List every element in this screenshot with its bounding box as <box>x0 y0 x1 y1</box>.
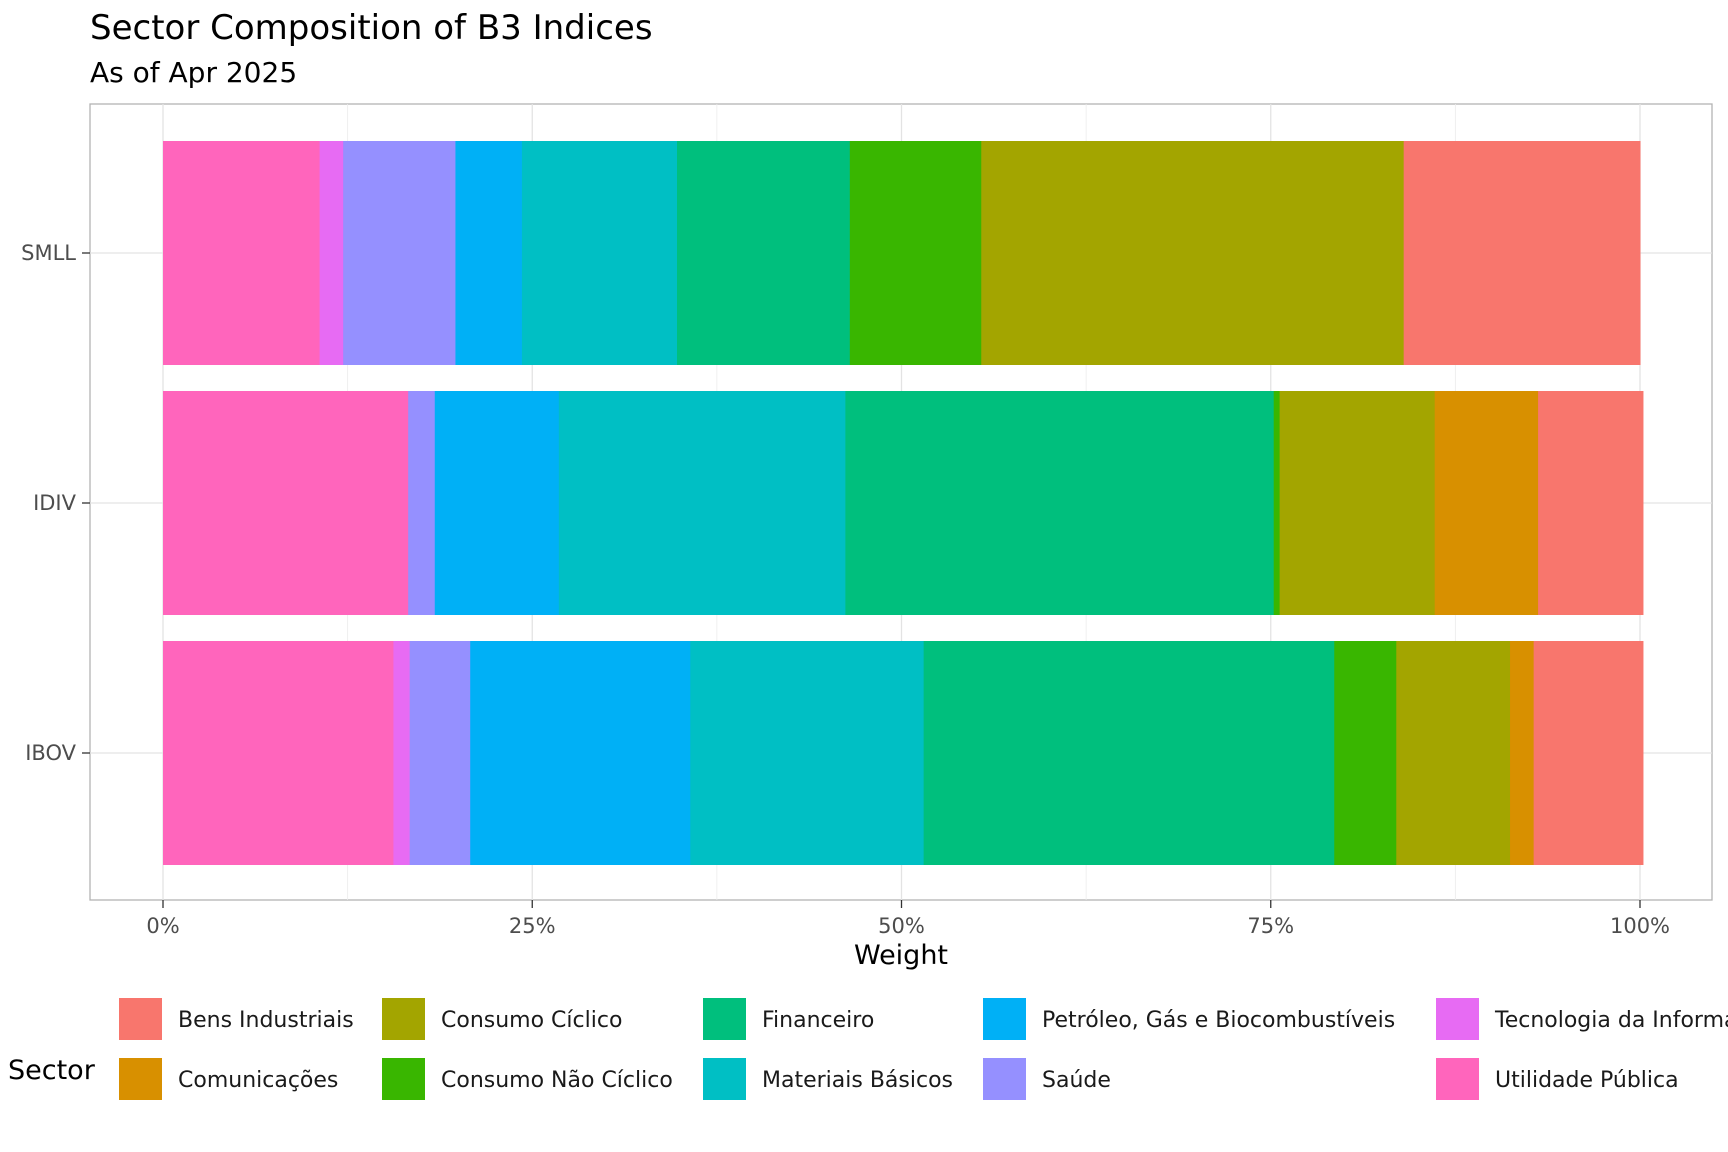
legend-label-materiais-basicos: Materiais Básicos <box>762 1068 953 1093</box>
bar-idiv-saude <box>408 391 436 615</box>
legend-label-financeiro: Financeiro <box>762 1008 874 1033</box>
legend-key-saude <box>983 1058 1026 1100</box>
legend-label-comunicacoes: Comunicações <box>178 1068 338 1093</box>
legend-key-consumo-ciclico <box>382 998 425 1040</box>
y-tick-label: SMLL <box>21 241 76 265</box>
legend-key-bens-industriais <box>119 998 162 1040</box>
legend-key-materiais-basicos <box>703 1058 746 1100</box>
legend-title: Sector <box>8 1055 96 1086</box>
bar-smll-utilidade-publica <box>163 141 321 365</box>
legend-label-bens-industriais: Bens Industriais <box>178 1008 354 1033</box>
bar-smll-consumo-ciclico <box>981 141 1405 365</box>
legend-label-consumo-nao-ciclico: Consumo Não Cíclico <box>441 1068 673 1093</box>
bar-smll-petroleo-gas-e-biocombustiveis <box>455 141 523 365</box>
y-tick-label: IDIV <box>33 491 77 515</box>
bar-smll-consumo-nao-ciclico <box>849 141 982 365</box>
bar-ibov-financeiro <box>923 641 1335 865</box>
bar-smll-financeiro <box>676 141 851 365</box>
legend-label-saude: Saúde <box>1042 1068 1111 1093</box>
bar-idiv-bens-industriais <box>1538 391 1644 615</box>
legend-label-utilidade-publica: Utilidade Pública <box>1495 1068 1679 1093</box>
bar-ibov-saude <box>409 641 471 865</box>
bar-idiv-consumo-ciclico <box>1279 391 1436 615</box>
y-tick-label: IBOV <box>25 741 76 765</box>
x-axis-title: Weight <box>854 940 948 971</box>
bar-ibov-utilidade-publica <box>163 641 394 865</box>
x-tick-label: 100% <box>1610 914 1670 938</box>
legend-key-comunicacoes <box>119 1058 162 1100</box>
bar-idiv-financeiro <box>845 391 1275 615</box>
bar-ibov-consumo-ciclico <box>1396 641 1511 865</box>
bar-idiv-utilidade-publica <box>163 391 409 615</box>
bar-ibov-tecnologia-da-informacao <box>393 641 411 865</box>
legend-key-consumo-nao-ciclico <box>382 1058 425 1100</box>
bar-smll-tecnologia-da-informacao <box>319 141 344 365</box>
x-tick-label: 75% <box>1247 914 1294 938</box>
bar-ibov-comunicacoes <box>1510 641 1535 865</box>
x-tick-label: 25% <box>509 914 556 938</box>
legend-key-utilidade-publica <box>1436 1058 1479 1100</box>
bar-idiv-materiais-basicos <box>558 391 846 615</box>
x-tick-label: 50% <box>878 914 925 938</box>
bar-ibov-petroleo-gas-e-biocombustiveis <box>470 641 691 865</box>
x-tick-label: 0% <box>146 914 179 938</box>
legend-label-petroleo-gas-e-biocombustiveis: Petróleo, Gás e Biocombustíveis <box>1042 1008 1395 1033</box>
bar-smll-materiais-basicos <box>521 141 678 365</box>
legend-key-tecnologia-da-informacao <box>1436 998 1479 1040</box>
bar-ibov-bens-industriais <box>1533 641 1644 865</box>
bar-idiv-petroleo-gas-e-biocombustiveis <box>434 391 560 615</box>
bar-idiv-comunicacoes <box>1434 391 1539 615</box>
chart-title: Sector Composition of B3 Indices <box>90 8 653 48</box>
chart-subtitle: As of Apr 2025 <box>90 56 298 89</box>
legend-label-tecnologia-da-informacao: Tecnologia da Informação <box>1494 1008 1728 1033</box>
bar-smll-saude <box>343 141 456 365</box>
bar-smll-bens-industriais <box>1403 141 1641 365</box>
bar-ibov-consumo-nao-ciclico <box>1334 641 1397 865</box>
legend-key-financeiro <box>703 998 746 1040</box>
bar-ibov-materiais-basicos <box>690 641 925 865</box>
bar-idiv-consumo-nao-ciclico <box>1273 391 1281 615</box>
legend-label-consumo-ciclico: Consumo Cíclico <box>441 1008 622 1033</box>
legend-key-petroleo-gas-e-biocombustiveis <box>983 998 1026 1040</box>
